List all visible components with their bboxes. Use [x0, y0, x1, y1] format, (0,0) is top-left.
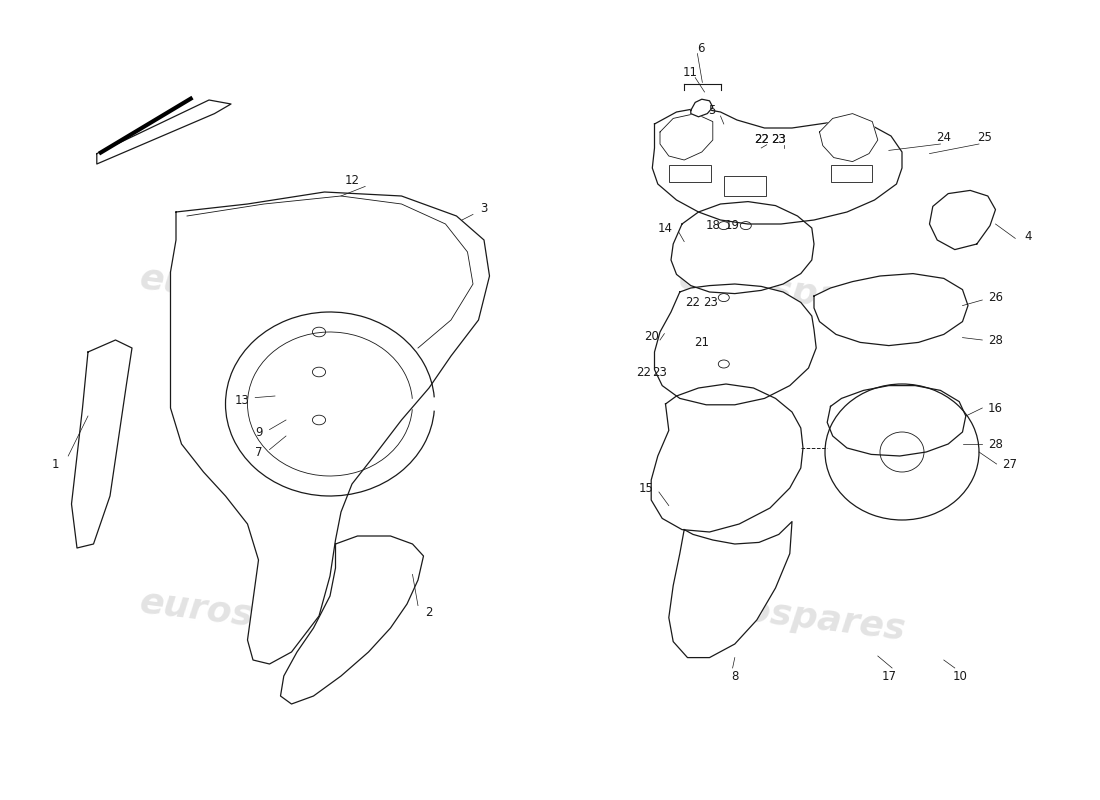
Text: 21: 21 [694, 336, 710, 349]
Polygon shape [652, 108, 902, 224]
Text: 27: 27 [1002, 458, 1018, 470]
Text: 19: 19 [725, 219, 740, 232]
Bar [669, 165, 711, 182]
Text: 16: 16 [988, 402, 1003, 414]
Bar [724, 176, 766, 196]
Text: 17: 17 [881, 670, 896, 682]
Polygon shape [930, 190, 996, 250]
Polygon shape [651, 384, 803, 532]
Text: 25: 25 [977, 131, 992, 144]
Text: 15: 15 [638, 482, 653, 494]
Text: 9: 9 [255, 426, 262, 438]
Polygon shape [669, 522, 792, 658]
Text: 22: 22 [636, 366, 651, 378]
Text: eurospares: eurospares [138, 261, 368, 323]
Text: 10: 10 [953, 670, 968, 682]
Bar [830, 165, 872, 182]
Polygon shape [654, 284, 816, 405]
Text: 5: 5 [708, 104, 715, 117]
Text: 20: 20 [644, 330, 659, 342]
Text: 14: 14 [658, 222, 673, 234]
Text: 2: 2 [426, 606, 432, 618]
Text: 8: 8 [732, 670, 738, 682]
Text: 23: 23 [771, 133, 786, 146]
Polygon shape [671, 202, 814, 294]
Text: 11: 11 [682, 66, 697, 78]
Polygon shape [827, 386, 966, 456]
Text: 22: 22 [685, 296, 701, 309]
Text: 7: 7 [255, 446, 262, 458]
Polygon shape [170, 192, 490, 664]
Text: 4: 4 [1025, 230, 1032, 242]
Text: 18: 18 [705, 219, 720, 232]
Text: 24: 24 [936, 131, 952, 144]
Text: 22: 22 [754, 133, 769, 146]
Polygon shape [72, 340, 132, 548]
Polygon shape [280, 536, 424, 704]
Text: 12: 12 [344, 174, 360, 186]
Text: 6: 6 [697, 42, 704, 54]
Text: 23: 23 [703, 296, 718, 309]
Text: eurospares: eurospares [676, 261, 908, 323]
Text: 3: 3 [481, 202, 487, 214]
Text: 28: 28 [988, 438, 1003, 450]
Polygon shape [660, 114, 713, 160]
Polygon shape [814, 274, 968, 346]
Text: eurospares: eurospares [676, 585, 908, 647]
Text: 23: 23 [652, 366, 668, 378]
Text: 28: 28 [988, 334, 1003, 346]
Text: eurospares: eurospares [138, 585, 368, 647]
Text: 23: 23 [771, 133, 786, 146]
Text: 22: 22 [754, 133, 769, 146]
Text: 26: 26 [988, 291, 1003, 304]
Polygon shape [691, 99, 713, 117]
Polygon shape [820, 114, 878, 162]
Text: 1: 1 [52, 458, 58, 470]
Polygon shape [97, 100, 231, 164]
Text: 13: 13 [234, 394, 250, 406]
